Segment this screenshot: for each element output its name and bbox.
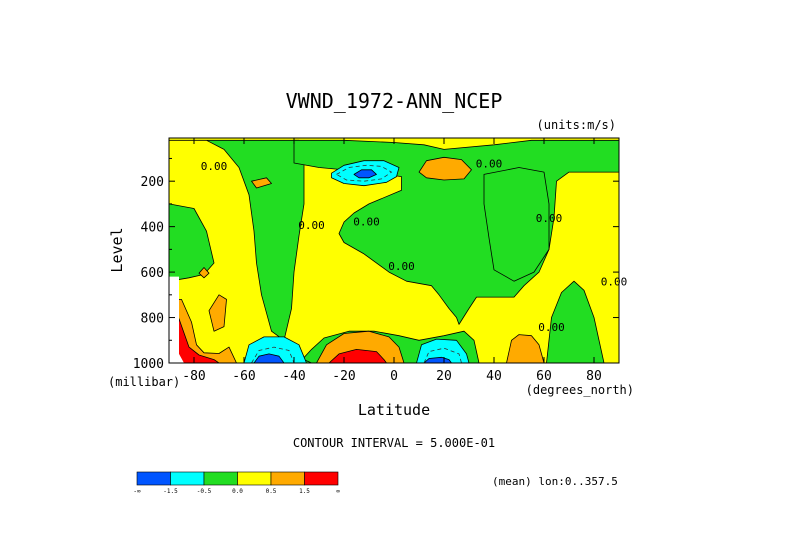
colorbar-label-5: 1.5 <box>299 488 310 495</box>
mean-longitude-text: (mean) lon:0..357.5 <box>492 475 618 488</box>
x-tick-label-1: -60 <box>232 369 255 384</box>
x-tick-label-8: 80 <box>586 369 602 384</box>
contour-region-orange-18 <box>506 334 545 363</box>
x-tick-label-0: -80 <box>182 369 205 384</box>
contour-label-0: 0.00 <box>201 160 228 173</box>
colorbar-swatch-5 <box>304 471 339 486</box>
x-tick-label-7: 60 <box>536 369 552 384</box>
colorbar-swatch-2 <box>203 471 238 486</box>
chart-title: VWND_1972-ANN_NCEP <box>286 89 503 113</box>
x-axis-units: (degrees_north) <box>526 383 634 397</box>
contour-label-6: 0.00 <box>601 276 628 289</box>
contour-label-3: 0.00 <box>388 260 415 273</box>
y-axis-label: Level <box>108 227 126 272</box>
colorbar-label-2: -0.5 <box>197 488 212 495</box>
colorbar-label-6: ∞ <box>336 488 340 495</box>
contour-region-blue-8 <box>353 169 377 179</box>
filled-contour-regions <box>169 139 619 363</box>
colorbar-label-1: -1.5 <box>163 488 178 495</box>
dashed-contour-lines <box>251 164 462 363</box>
y-tick-label-0: 200 <box>141 175 164 190</box>
contour-region-green-4 <box>546 280 605 363</box>
colorbar-swatch-0 <box>136 471 171 486</box>
contour-region-orange-17 <box>198 267 210 279</box>
x-axis: -80 -60 -40 -20 0 20 40 60 80 <box>182 138 602 384</box>
y-tick-label-2: 600 <box>141 266 164 281</box>
contour-region-blue-10 <box>253 353 285 363</box>
x-tick-label-5: 20 <box>436 369 452 384</box>
y-tick-label-4: 1000 <box>133 357 164 372</box>
contour-region-green-3 <box>483 167 550 282</box>
x-tick-label-3: -20 <box>332 369 355 384</box>
x-tick-label-6: 40 <box>486 369 502 384</box>
dashed-contour-line-0 <box>336 164 393 182</box>
colorbar-swatch-1 <box>170 471 205 486</box>
contour-label-7: 0.00 <box>538 321 565 334</box>
contour-labels: 0.00 0.00 0.00 0.00 0.00 0.00 0.00 0.00 <box>201 158 628 335</box>
dashed-contour-line-1 <box>251 346 295 363</box>
units-label: (units:m/s) <box>537 118 616 132</box>
contour-region-orange-20 <box>208 294 227 332</box>
colorbar-label-4: 0.5 <box>266 488 277 495</box>
colorbar-swatch-4 <box>270 471 305 486</box>
colorbar-swatch-3 <box>237 471 272 486</box>
contour-region-white-22 <box>169 276 184 363</box>
x-axis-label: Latitude <box>358 401 430 419</box>
colorbar-label-3: 0.0 <box>232 488 243 495</box>
x-tick-label-4: 0 <box>390 369 398 384</box>
contour-region-red-21 <box>173 317 220 363</box>
contour-region-orange-16 <box>251 177 272 189</box>
contour-region-red-14 <box>328 348 387 363</box>
y-tick-label-3: 800 <box>141 312 164 327</box>
contour-interval-text: CONTOUR INTERVAL = 5.000E-01 <box>293 436 495 450</box>
colorbar-label-0: -∞ <box>133 488 141 495</box>
contour-label-1: 0.00 <box>298 219 325 232</box>
x-tick-label-2: -40 <box>282 369 305 384</box>
colorbar-legend: -∞ -1.5 -0.5 0.0 0.5 1.5 ∞ <box>133 471 340 495</box>
dashed-contour-line-2 <box>423 347 462 363</box>
contour-region-blue-12 <box>423 356 452 363</box>
y-axis: 200 400 600 800 1000 <box>133 157 619 372</box>
contour-region-green-0 <box>169 139 305 341</box>
contour-region-cyan-11 <box>416 338 470 363</box>
y-tick-label-1: 400 <box>141 221 164 236</box>
contour-label-5: 0.00 <box>536 212 563 225</box>
contour-label-4: 0.00 <box>476 158 503 171</box>
contour-label-2: 0.00 <box>353 216 380 229</box>
y-axis-units: (millibar) <box>108 375 180 389</box>
contour-region-orange-15 <box>418 156 472 181</box>
